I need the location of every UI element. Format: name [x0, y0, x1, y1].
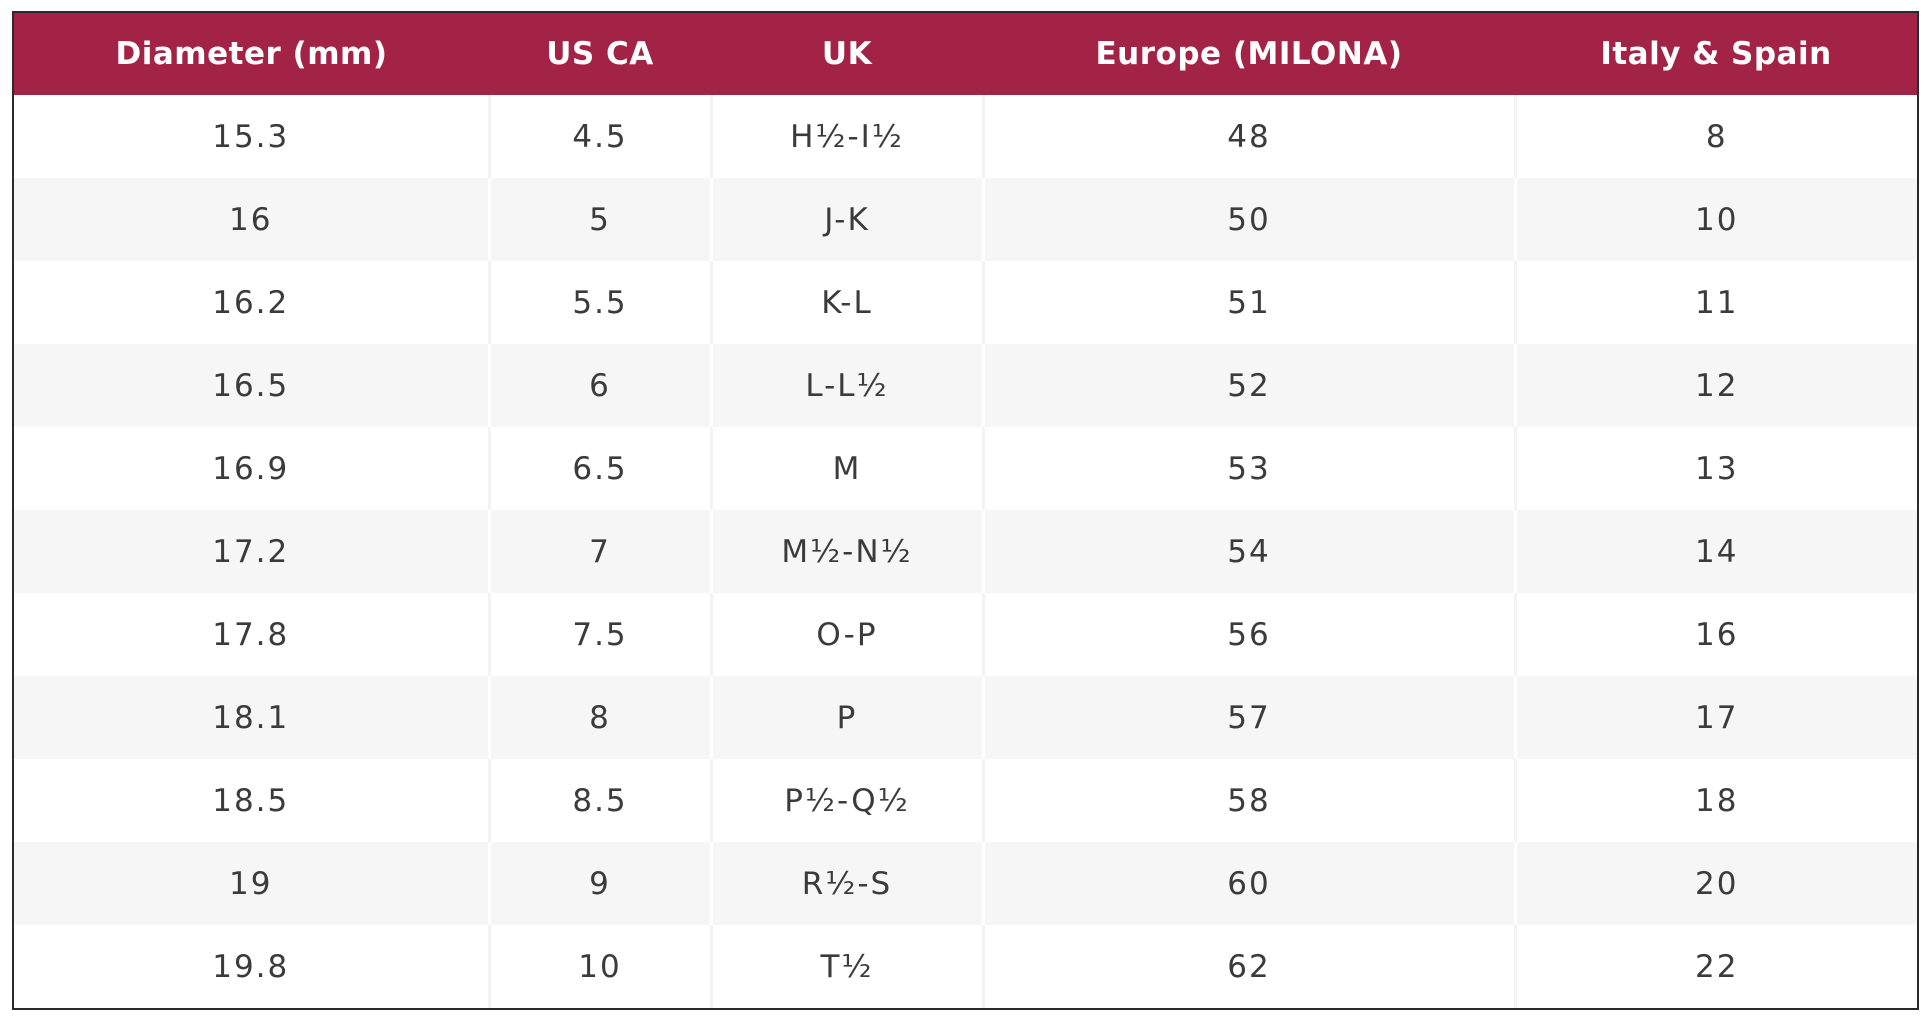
- cell-europe: 62: [983, 925, 1517, 1008]
- ring-size-table-frame: Diameter (mm) US CA UK Europe (MILONA) I…: [12, 11, 1919, 1010]
- cell-italy-spain: 11: [1695, 284, 1739, 321]
- table-row: 15.3 4.5 H½-I½ 48 8: [14, 95, 1917, 178]
- cell-europe: 51: [983, 261, 1517, 344]
- cell-us-ca: 5: [489, 178, 713, 261]
- cell-europe: 50: [983, 178, 1517, 261]
- cell-us-ca: 7: [489, 510, 713, 593]
- table-row: 18.5 8.5 P½-Q½ 58 18: [14, 759, 1917, 842]
- cell-italy-spain: 10: [1695, 201, 1739, 238]
- cell-uk: M: [711, 427, 985, 510]
- table-row: 19.8 10 T½ 62 22: [14, 925, 1917, 1008]
- cell-uk: P½-Q½: [711, 759, 985, 842]
- column-header-uk: UK: [821, 36, 873, 72]
- cell-diameter: 15.3: [14, 95, 491, 178]
- cell-us-ca: 8: [489, 676, 713, 759]
- cell-us-ca: 7.5: [489, 593, 713, 676]
- cell-us-ca: 4.5: [489, 95, 713, 178]
- cell-europe: 52: [983, 344, 1517, 427]
- cell-europe: 60: [983, 842, 1517, 925]
- cell-italy-spain: 12: [1695, 367, 1739, 404]
- table-row: 16.5 6 L-L½ 52 12: [14, 344, 1917, 427]
- cell-diameter: 19.8: [14, 925, 491, 1008]
- cell-us-ca: 8.5: [489, 759, 713, 842]
- cell-italy-spain: 16: [1695, 616, 1739, 653]
- cell-uk: K-L: [711, 261, 985, 344]
- cell-europe: 56: [983, 593, 1517, 676]
- cell-diameter: 18.1: [14, 676, 491, 759]
- ring-size-table: Diameter (mm) US CA UK Europe (MILONA) I…: [14, 13, 1917, 1008]
- column-header-us-ca: US CA: [546, 36, 654, 72]
- cell-italy-spain: 18: [1695, 782, 1739, 819]
- cell-uk: M½-N½: [711, 510, 985, 593]
- cell-diameter: 16.5: [14, 344, 491, 427]
- cell-italy-spain: 14: [1695, 533, 1739, 570]
- cell-italy-spain: 20: [1695, 865, 1739, 902]
- cell-us-ca: 9: [489, 842, 713, 925]
- table-row: 16 5 J-K 50 10: [14, 178, 1917, 261]
- cell-europe: 54: [983, 510, 1517, 593]
- cell-uk: T½: [711, 925, 985, 1008]
- cell-diameter: 16: [14, 178, 491, 261]
- table-row: 18.1 8 P 57 17: [14, 676, 1917, 759]
- cell-europe: 48: [983, 95, 1517, 178]
- cell-us-ca: 6.5: [489, 427, 713, 510]
- cell-uk: P: [711, 676, 985, 759]
- cell-uk: J-K: [711, 178, 985, 261]
- cell-us-ca: 6: [489, 344, 713, 427]
- header-row: Diameter (mm) US CA UK Europe (MILONA) I…: [14, 13, 1917, 95]
- cell-europe: 57: [983, 676, 1517, 759]
- cell-europe: 58: [983, 759, 1517, 842]
- cell-europe: 53: [983, 427, 1517, 510]
- cell-diameter: 17.2: [14, 510, 491, 593]
- cell-diameter: 16.2: [14, 261, 491, 344]
- cell-uk: R½-S: [711, 842, 985, 925]
- table-body: 15.3 4.5 H½-I½ 48 8 16 5 J-K 50 10 16.2 …: [14, 95, 1917, 1008]
- table-row: 17.2 7 M½-N½ 54 14: [14, 510, 1917, 593]
- cell-us-ca: 10: [489, 925, 713, 1008]
- cell-diameter: 16.9: [14, 427, 491, 510]
- cell-italy-spain: 22: [1695, 948, 1739, 985]
- table-row: 16.9 6.5 M 53 13: [14, 427, 1917, 510]
- cell-diameter: 17.8: [14, 593, 491, 676]
- column-header-diameter: Diameter (mm): [115, 36, 388, 72]
- cell-italy-spain: 8: [1705, 118, 1728, 155]
- cell-uk: H½-I½: [711, 95, 985, 178]
- cell-italy-spain: 17: [1695, 699, 1739, 736]
- cell-diameter: 18.5: [14, 759, 491, 842]
- table-row: 19 9 R½-S 60 20: [14, 842, 1917, 925]
- column-header-italy-spain: Italy & Spain: [1600, 36, 1832, 72]
- cell-uk: O-P: [711, 593, 985, 676]
- table-row: 16.2 5.5 K-L 51 11: [14, 261, 1917, 344]
- cell-uk: L-L½: [711, 344, 985, 427]
- column-header-europe: Europe (MILONA): [1095, 36, 1403, 72]
- table-row: 17.8 7.5 O-P 56 16: [14, 593, 1917, 676]
- cell-us-ca: 5.5: [489, 261, 713, 344]
- cell-diameter: 19: [14, 842, 491, 925]
- table-header: Diameter (mm) US CA UK Europe (MILONA) I…: [14, 13, 1917, 95]
- cell-italy-spain: 13: [1695, 450, 1739, 487]
